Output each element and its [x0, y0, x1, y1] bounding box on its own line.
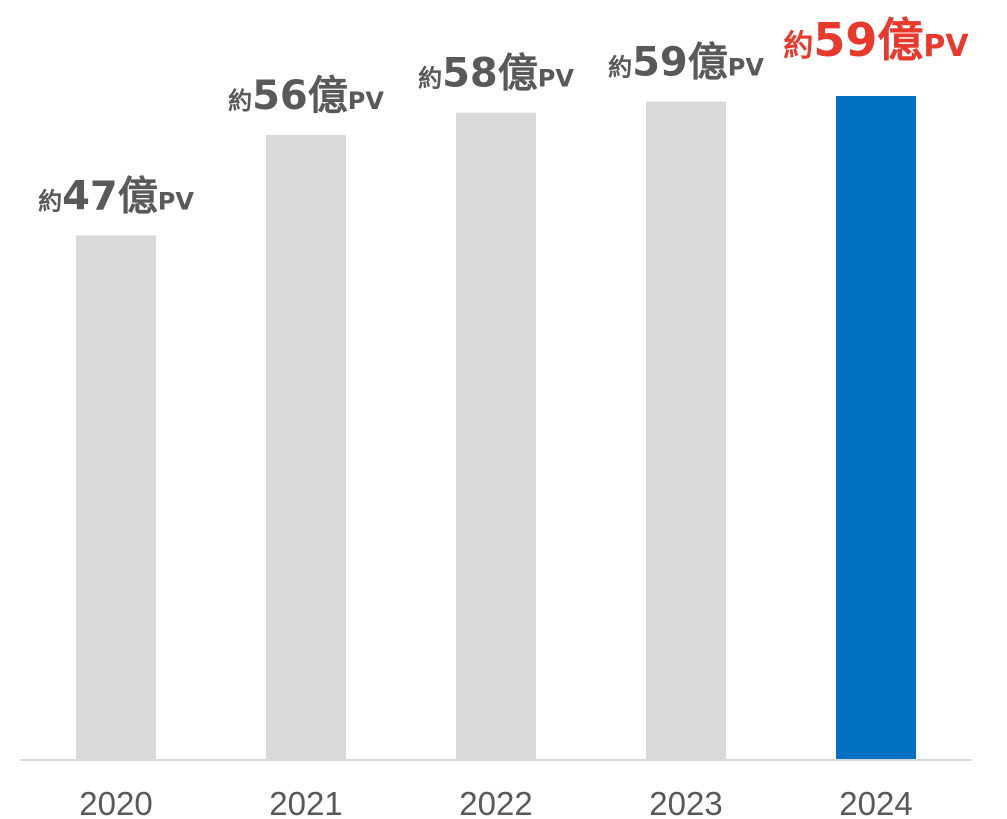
x-tick-2022: 2022	[459, 785, 532, 819]
x-tick-2024: 2024	[839, 785, 912, 819]
bar-2022	[456, 112, 536, 760]
x-tick-2020: 2020	[79, 785, 152, 819]
data-label-2020: 約47億PV	[38, 173, 194, 219]
x-tick-2021: 2021	[269, 785, 342, 819]
data-label-2023: 約59億PV	[608, 40, 764, 86]
data-label-2022: 約58億PV	[418, 51, 574, 97]
bar-2024	[836, 96, 916, 760]
data-labels: 約47億PV 約56億PV 約58億PV 約59億PV 約59億PV	[38, 13, 969, 219]
data-label-2021: 約56億PV	[228, 73, 384, 119]
bars-group	[76, 96, 916, 761]
bar-2021	[266, 135, 346, 760]
bar-2023	[646, 101, 726, 760]
data-label-2024: 約59億PV	[783, 13, 969, 67]
x-tick-2023: 2023	[649, 785, 722, 819]
bar-2020	[76, 235, 156, 761]
x-tick-labels: 2020 2021 2022 2023 2024	[79, 785, 912, 819]
